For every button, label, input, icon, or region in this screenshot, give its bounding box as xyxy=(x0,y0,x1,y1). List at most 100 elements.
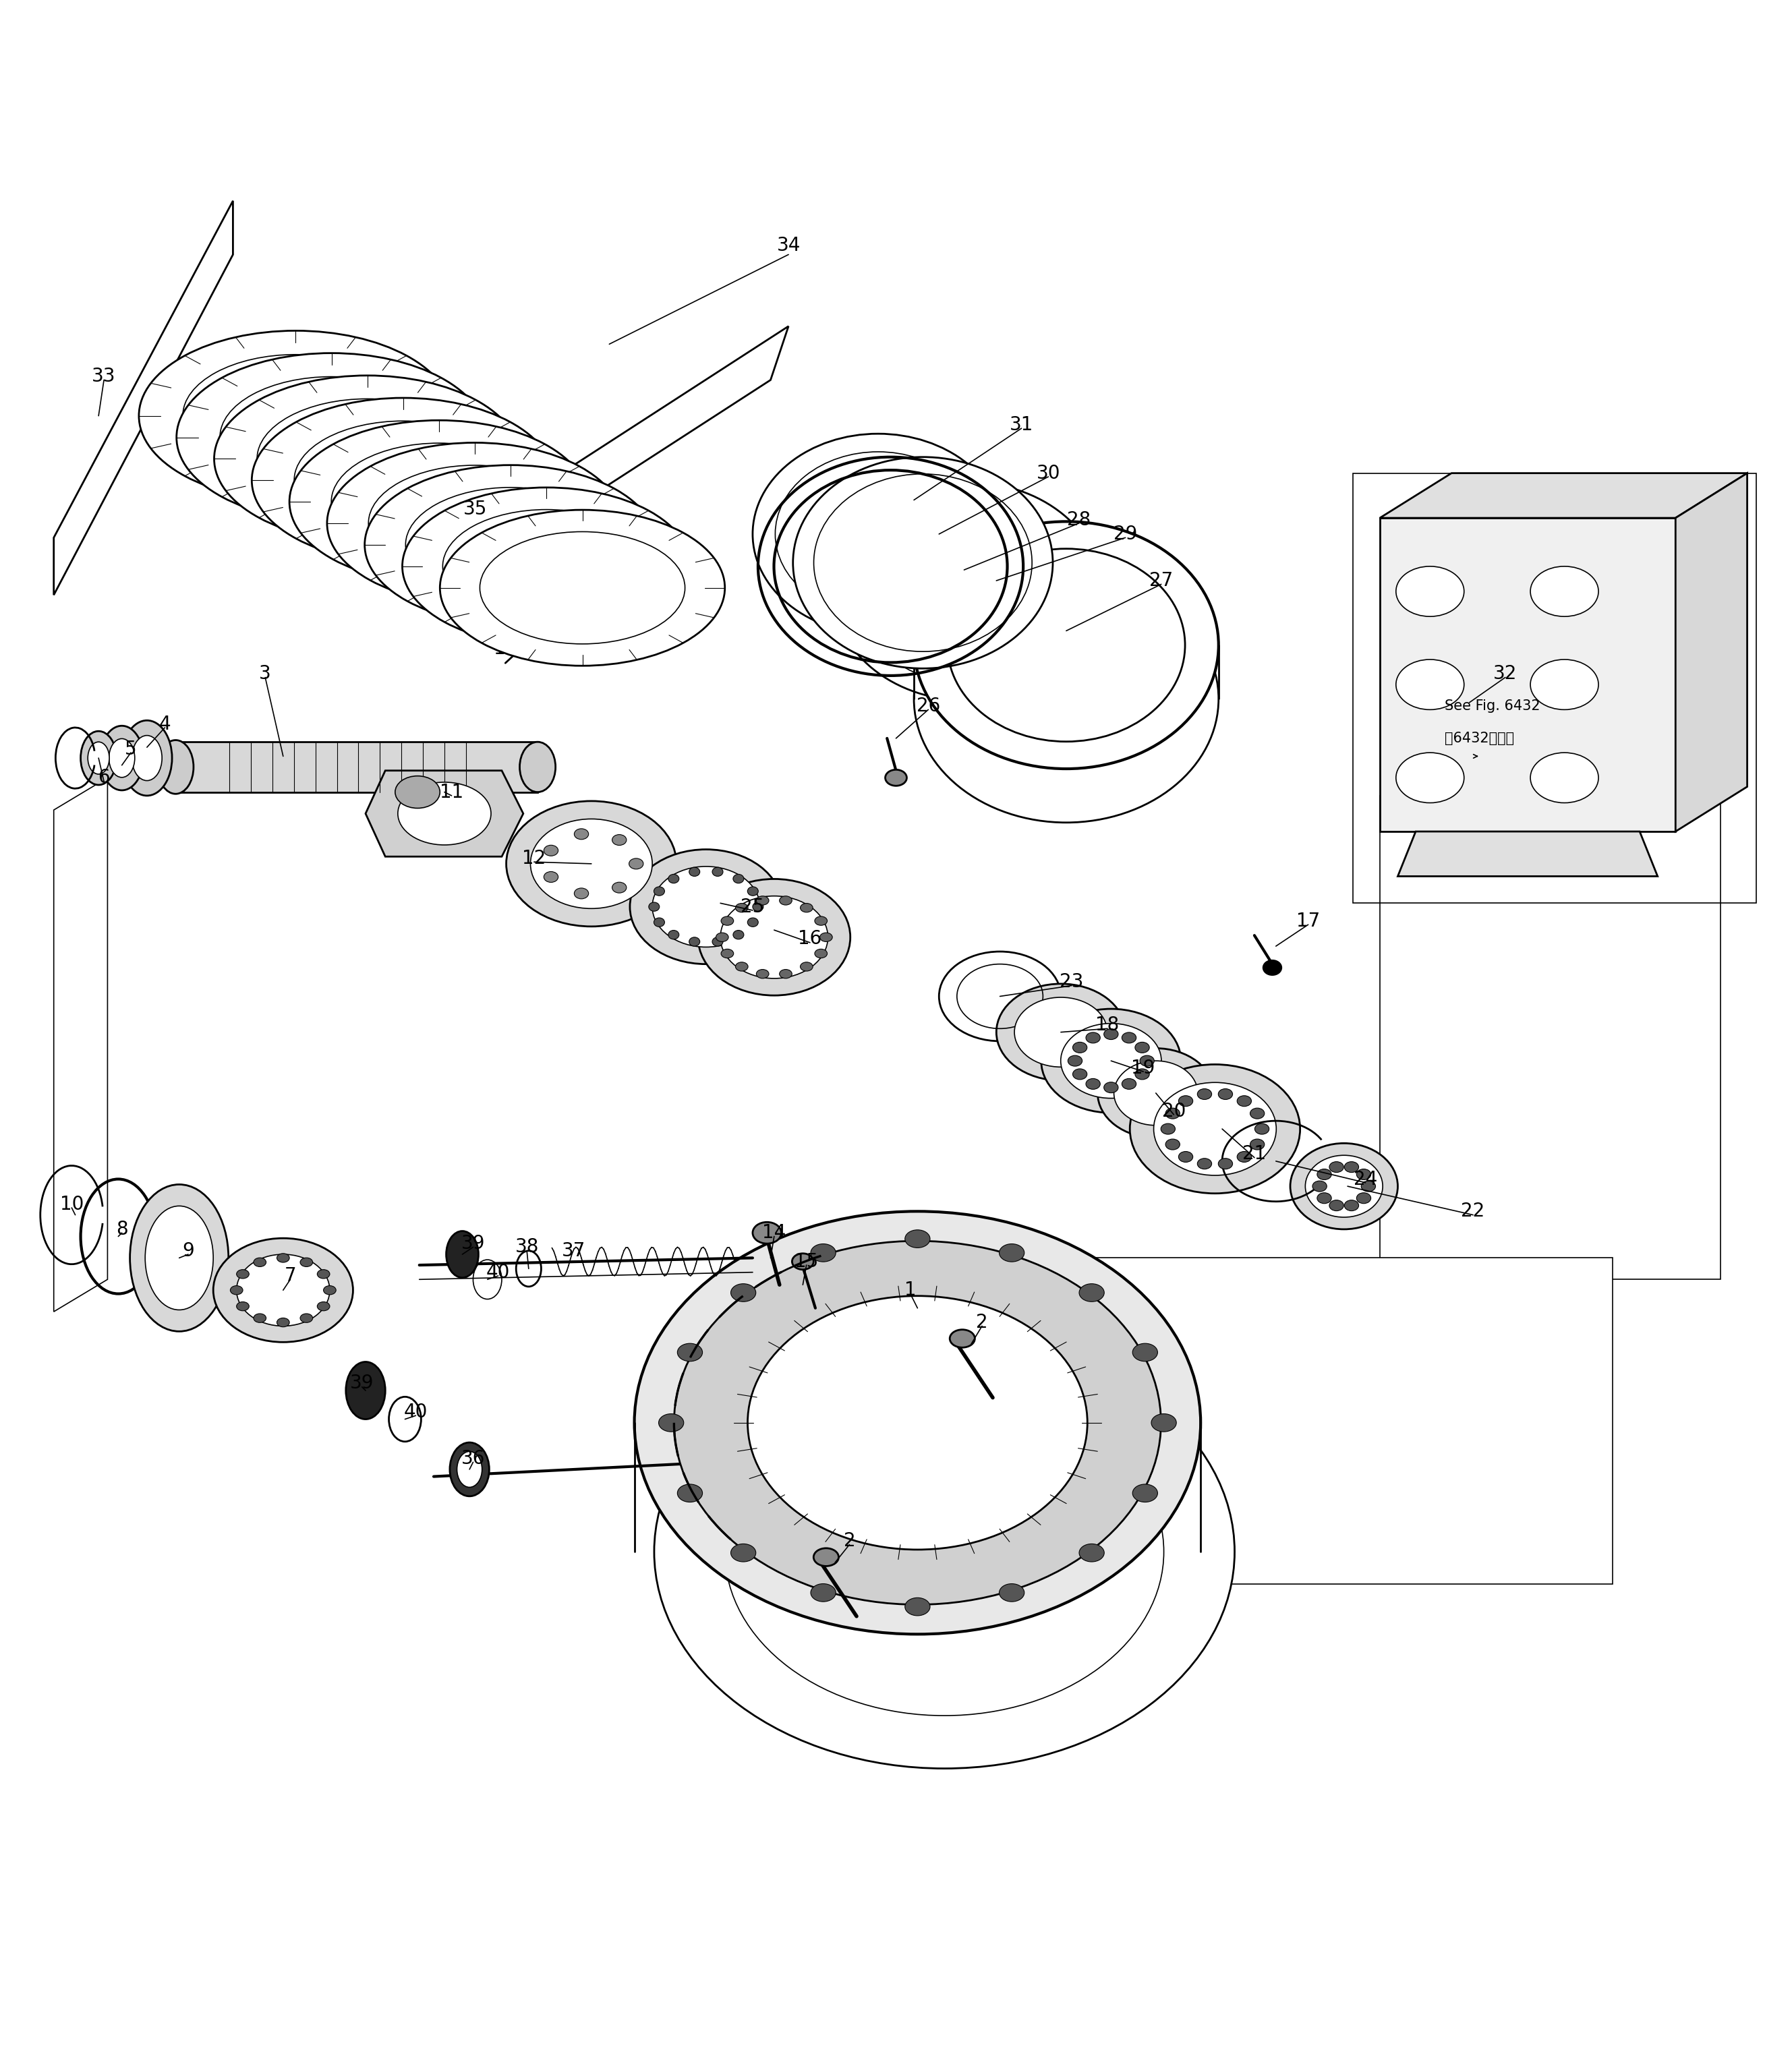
Ellipse shape xyxy=(237,1255,330,1326)
Ellipse shape xyxy=(145,1205,213,1310)
Text: 18: 18 xyxy=(1095,1015,1120,1035)
Ellipse shape xyxy=(530,818,652,908)
Polygon shape xyxy=(366,771,523,857)
Ellipse shape xyxy=(1140,1056,1154,1066)
Ellipse shape xyxy=(659,1414,685,1431)
Ellipse shape xyxy=(1236,1152,1251,1162)
Text: 12: 12 xyxy=(521,849,547,867)
Text: 26: 26 xyxy=(916,697,941,715)
Text: 10: 10 xyxy=(59,1195,84,1214)
Ellipse shape xyxy=(731,1544,756,1562)
Ellipse shape xyxy=(629,859,643,869)
Ellipse shape xyxy=(1197,1089,1211,1099)
Ellipse shape xyxy=(1251,1140,1265,1150)
Ellipse shape xyxy=(801,961,814,972)
Text: 27: 27 xyxy=(1149,572,1174,590)
Text: 13: 13 xyxy=(493,640,518,658)
Text: 31: 31 xyxy=(1009,416,1034,435)
Ellipse shape xyxy=(543,845,557,857)
Text: 3: 3 xyxy=(260,664,271,683)
Text: 33: 33 xyxy=(91,367,116,385)
Ellipse shape xyxy=(1133,1343,1158,1361)
Polygon shape xyxy=(1380,474,1747,519)
Text: See Fig. 6432: See Fig. 6432 xyxy=(1444,699,1539,713)
Ellipse shape xyxy=(88,742,109,775)
Ellipse shape xyxy=(1073,1068,1088,1080)
Text: 5: 5 xyxy=(125,740,136,759)
Text: 9: 9 xyxy=(183,1242,194,1261)
Ellipse shape xyxy=(720,916,733,925)
Ellipse shape xyxy=(677,1484,702,1503)
Ellipse shape xyxy=(323,1285,335,1296)
Ellipse shape xyxy=(1312,1181,1326,1191)
Ellipse shape xyxy=(1219,1158,1233,1168)
Ellipse shape xyxy=(1357,1168,1371,1179)
Text: 8: 8 xyxy=(116,1220,127,1238)
Ellipse shape xyxy=(753,1222,781,1244)
Ellipse shape xyxy=(441,510,724,666)
Text: 35: 35 xyxy=(462,500,487,519)
Polygon shape xyxy=(1398,832,1658,875)
Text: 第6432図参照: 第6432図参照 xyxy=(1444,732,1514,744)
Ellipse shape xyxy=(1068,1056,1082,1066)
Ellipse shape xyxy=(1154,1082,1276,1175)
Ellipse shape xyxy=(1179,1152,1193,1162)
Ellipse shape xyxy=(747,888,758,896)
Bar xyxy=(1353,474,1756,904)
Ellipse shape xyxy=(1530,752,1598,804)
Ellipse shape xyxy=(1251,1109,1265,1119)
Ellipse shape xyxy=(677,1343,702,1361)
Text: 36: 36 xyxy=(461,1449,486,1468)
Ellipse shape xyxy=(652,867,760,947)
Ellipse shape xyxy=(747,1296,1088,1550)
Ellipse shape xyxy=(613,882,627,894)
Text: 24: 24 xyxy=(1353,1171,1378,1189)
Ellipse shape xyxy=(1161,1123,1176,1134)
Polygon shape xyxy=(54,201,233,594)
Ellipse shape xyxy=(1219,1089,1233,1099)
Ellipse shape xyxy=(747,918,758,927)
Ellipse shape xyxy=(1290,1144,1398,1230)
Polygon shape xyxy=(1676,474,1747,832)
Ellipse shape xyxy=(1073,1041,1088,1054)
Ellipse shape xyxy=(690,937,701,947)
Text: 2: 2 xyxy=(844,1531,855,1550)
Ellipse shape xyxy=(346,1361,385,1419)
Ellipse shape xyxy=(520,742,556,791)
Ellipse shape xyxy=(1396,752,1464,804)
Ellipse shape xyxy=(140,330,452,500)
Ellipse shape xyxy=(229,1285,242,1296)
Ellipse shape xyxy=(158,740,194,793)
Ellipse shape xyxy=(276,1318,289,1326)
Ellipse shape xyxy=(1086,1078,1100,1089)
Ellipse shape xyxy=(299,1259,314,1267)
Ellipse shape xyxy=(885,769,907,785)
Text: 21: 21 xyxy=(1242,1144,1267,1164)
Ellipse shape xyxy=(996,984,1125,1080)
Text: 17: 17 xyxy=(1296,912,1321,931)
Text: 40: 40 xyxy=(486,1263,511,1281)
Ellipse shape xyxy=(1104,1082,1118,1093)
Ellipse shape xyxy=(1236,1095,1251,1107)
Text: 14: 14 xyxy=(762,1224,787,1242)
Ellipse shape xyxy=(720,949,733,957)
Ellipse shape xyxy=(756,896,769,904)
Ellipse shape xyxy=(634,1212,1201,1634)
Polygon shape xyxy=(176,742,538,791)
Ellipse shape xyxy=(1530,660,1598,709)
Ellipse shape xyxy=(1000,1585,1025,1601)
Text: 32: 32 xyxy=(1493,664,1518,683)
Ellipse shape xyxy=(1254,1123,1269,1134)
Ellipse shape xyxy=(213,1238,353,1343)
Ellipse shape xyxy=(733,931,744,939)
Text: 2: 2 xyxy=(977,1312,987,1332)
Ellipse shape xyxy=(366,465,658,625)
Ellipse shape xyxy=(1305,1156,1383,1218)
Ellipse shape xyxy=(654,1335,1235,1769)
Ellipse shape xyxy=(1330,1199,1344,1212)
Ellipse shape xyxy=(543,871,557,882)
Text: 6: 6 xyxy=(99,769,109,787)
Ellipse shape xyxy=(699,879,849,996)
Ellipse shape xyxy=(276,1253,289,1263)
Text: 25: 25 xyxy=(740,898,765,916)
